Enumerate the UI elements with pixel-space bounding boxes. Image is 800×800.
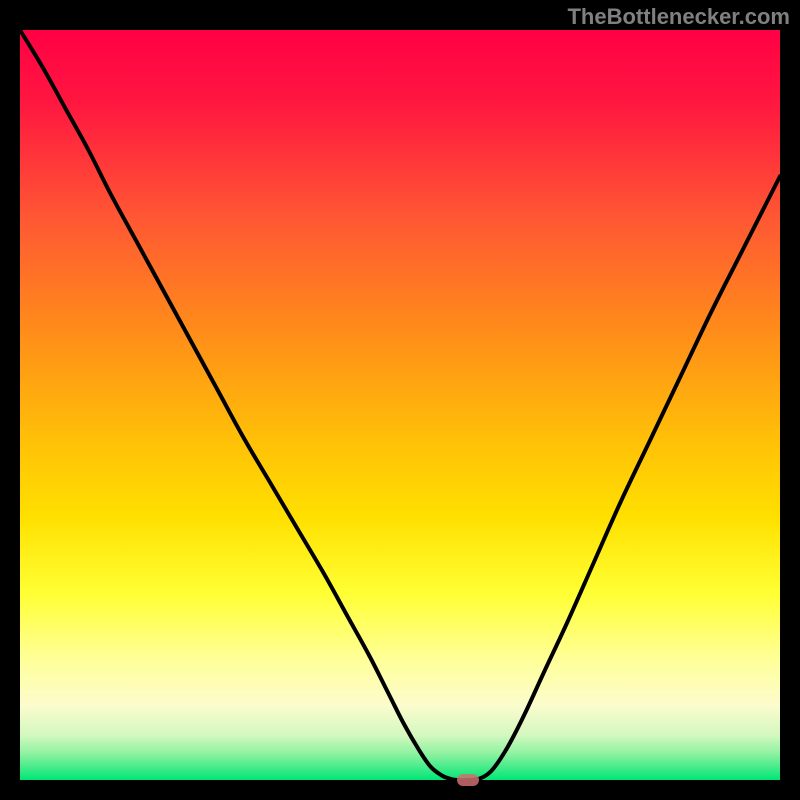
chart-container: TheBottlenecker.com: [0, 0, 800, 800]
bottleneck-curve: [0, 0, 800, 800]
watermark-label: TheBottlenecker.com: [567, 4, 790, 30]
optimal-point-marker: [457, 774, 479, 786]
